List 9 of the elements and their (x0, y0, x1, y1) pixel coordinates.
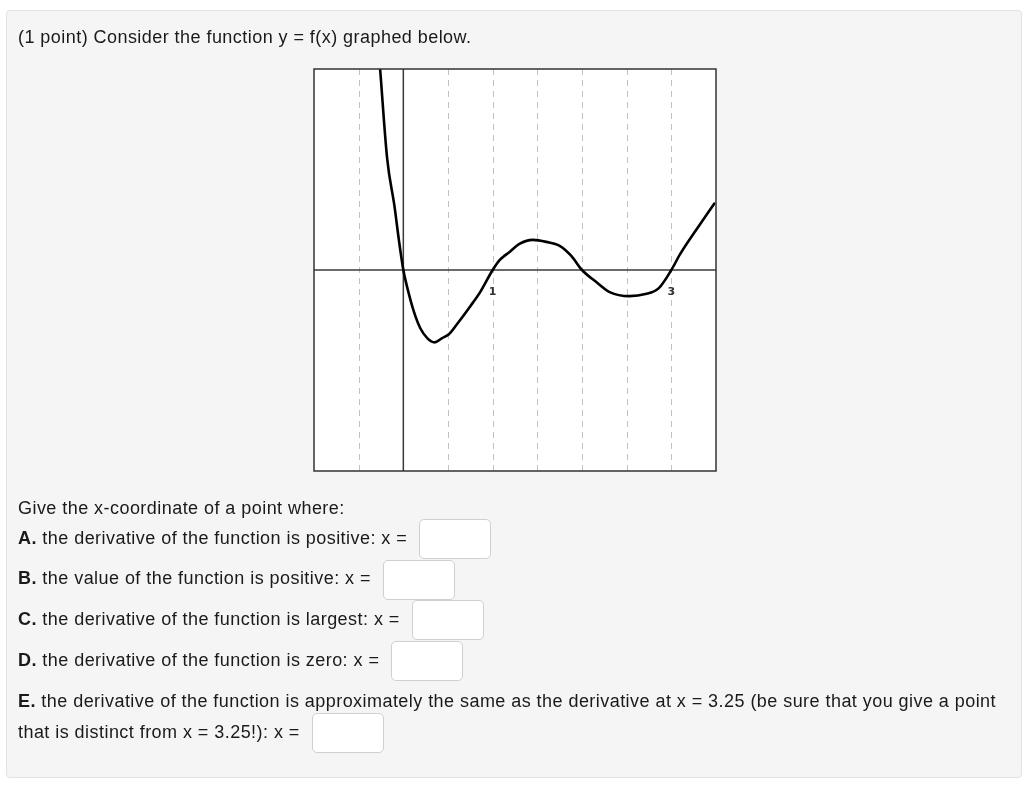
text: A. the derivative of the function is positive: x = (18, 526, 409, 550)
text: D. the derivative of the function is zero: x = (18, 648, 381, 672)
text: C. the derivative of the function is largest: x = (18, 608, 401, 631)
text: Give the x-coordinate of a point where: (18, 498, 346, 518)
x-tick-label: 1 (488, 284, 497, 298)
text: B. the value of the function is positive: x = (18, 567, 372, 591)
chart-title: (1 point) Consider the function y = f(x) graphed below. (18, 27, 472, 47)
x-tick-label: 3 (667, 284, 676, 298)
text: E. the derivative of the function is approximately the same as the derivative at x = 3.25 (be sure that you give a point that is distinct from x = 3.25!): x = (18, 689, 998, 744)
